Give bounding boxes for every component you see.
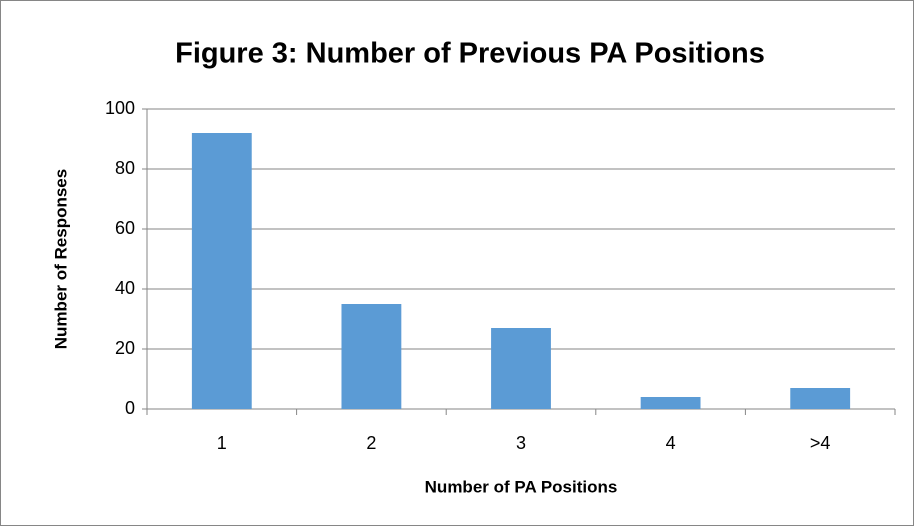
x-tick-label: 3 xyxy=(516,433,526,453)
x-tick-label: >4 xyxy=(810,433,831,453)
y-tick-label: 20 xyxy=(115,338,135,358)
bar xyxy=(341,304,402,409)
y-tick-label: 40 xyxy=(115,278,135,298)
y-tick-label: 100 xyxy=(105,98,135,118)
y-tick-label: 60 xyxy=(115,218,135,238)
x-tick-label: 4 xyxy=(666,433,676,453)
bar xyxy=(191,133,252,409)
y-axis-label: Number of Responses xyxy=(51,169,70,349)
chart-title: Figure 3: Number of Previous PA Position… xyxy=(175,38,765,70)
x-axis-label: Number of PA Positions xyxy=(425,477,618,496)
x-tick-label: 2 xyxy=(366,433,376,453)
bar xyxy=(491,328,551,409)
y-tick-label: 80 xyxy=(115,158,135,178)
bar xyxy=(790,388,851,409)
bar xyxy=(640,397,701,409)
x-tick-label: 1 xyxy=(217,433,227,453)
y-tick-label: 0 xyxy=(125,398,135,418)
